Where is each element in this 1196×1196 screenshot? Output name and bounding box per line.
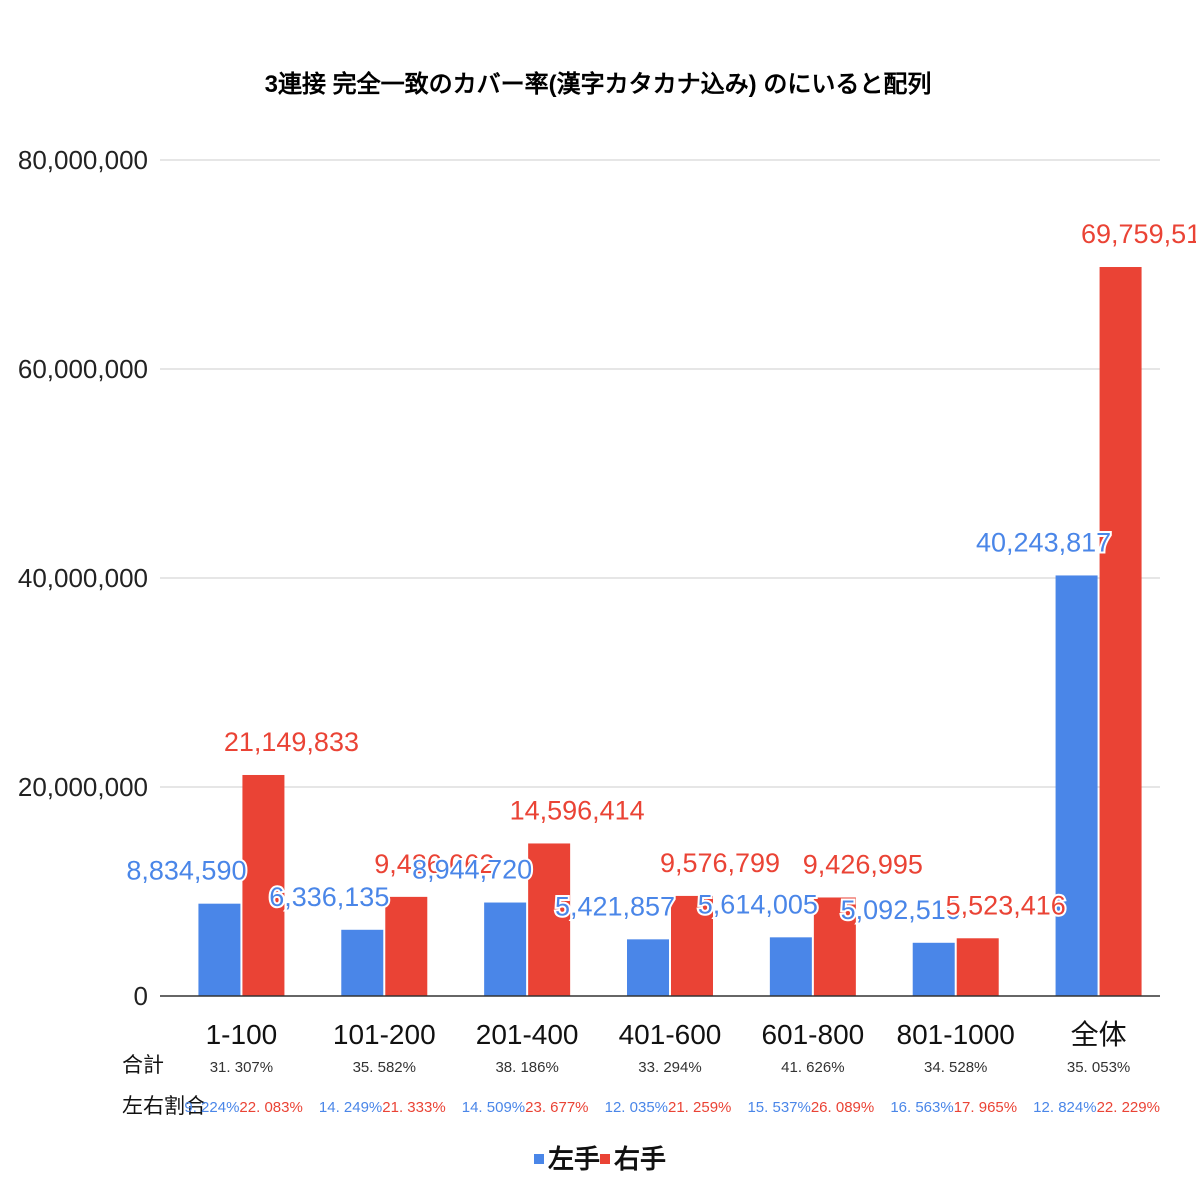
total-percent: 34. 528% bbox=[924, 1059, 987, 1076]
data-label-right: 69,759,519 bbox=[1081, 219, 1196, 249]
bar-right bbox=[813, 897, 856, 996]
y-tick-label: 20,000,000 bbox=[18, 772, 148, 802]
legend-swatch-left bbox=[534, 1154, 544, 1164]
left-percent: 14. 249% bbox=[319, 1099, 382, 1116]
left-percent: 12. 824% bbox=[1033, 1099, 1096, 1116]
y-tick-label: 40,000,000 bbox=[18, 563, 148, 593]
bar-right bbox=[385, 896, 428, 996]
right-percent: 21. 333% bbox=[382, 1099, 445, 1116]
total-percent: 31. 307% bbox=[210, 1059, 273, 1076]
total-percent: 41. 626% bbox=[781, 1059, 844, 1076]
left-percent: 16. 563% bbox=[890, 1099, 953, 1116]
x-tick-label: 601-800 bbox=[761, 1019, 864, 1050]
bar-right bbox=[671, 895, 713, 996]
bar-left bbox=[1055, 575, 1098, 996]
right-percent: 17. 965% bbox=[954, 1099, 1017, 1116]
bar-left bbox=[627, 939, 669, 996]
x-tick-label: 101-200 bbox=[333, 1019, 436, 1050]
bar-right bbox=[242, 774, 285, 996]
right-percent: 21. 259% bbox=[668, 1099, 731, 1116]
legend-swatch-right bbox=[600, 1154, 610, 1164]
total-percent: 35. 582% bbox=[353, 1059, 416, 1076]
right-percent: 22. 229% bbox=[1097, 1099, 1160, 1116]
bar-left bbox=[484, 902, 527, 996]
total-percent: 38. 186% bbox=[495, 1059, 558, 1076]
data-label-left: 8,944,720 bbox=[412, 855, 532, 885]
x-tick-label: 1-100 bbox=[206, 1019, 278, 1050]
bar-right bbox=[528, 843, 571, 996]
bar-right bbox=[1099, 267, 1142, 996]
left-percent: 9. 224% bbox=[184, 1099, 239, 1116]
data-label-left: 6,336,135 bbox=[269, 882, 389, 912]
data-label-right: 9,426,995 bbox=[803, 849, 923, 879]
x-tick-label: 801-1000 bbox=[897, 1019, 1015, 1050]
data-label-right: 9,576,799 bbox=[660, 848, 780, 878]
bar-left bbox=[341, 929, 384, 996]
bar-left bbox=[198, 903, 241, 996]
total-percent: 35. 053% bbox=[1067, 1059, 1130, 1076]
bar-left bbox=[912, 942, 955, 996]
data-label-right: 5,523,416 bbox=[946, 890, 1066, 920]
data-label-left: 5,092,510 bbox=[841, 895, 961, 925]
left-percent: 14. 509% bbox=[462, 1099, 525, 1116]
y-tick-label: 80,000,000 bbox=[18, 145, 148, 175]
left-percent: 15. 537% bbox=[747, 1099, 810, 1116]
right-percent: 22. 083% bbox=[239, 1099, 302, 1116]
bar-right bbox=[956, 938, 999, 996]
data-label-left: 40,243,817 bbox=[976, 527, 1111, 557]
data-label-left: 8,834,590 bbox=[126, 856, 246, 886]
legend-label-right: 右手 bbox=[614, 1144, 666, 1174]
left-percent: 12. 035% bbox=[605, 1099, 668, 1116]
total-percent: 33. 294% bbox=[638, 1059, 701, 1076]
table-row-label-total: 合計 bbox=[122, 1054, 164, 1077]
data-label-right: 14,596,414 bbox=[510, 795, 645, 825]
data-label-right: 9,486,062 bbox=[374, 849, 494, 879]
right-percent: 26. 089% bbox=[811, 1099, 874, 1116]
legend-label-left: 左手 bbox=[548, 1144, 600, 1174]
bar-left bbox=[769, 937, 812, 996]
data-label-right: 21,149,833 bbox=[224, 727, 359, 757]
x-tick-label: 401-600 bbox=[619, 1019, 722, 1050]
data-label-left: 5,614,005 bbox=[698, 889, 818, 919]
y-tick-label: 60,000,000 bbox=[18, 354, 148, 384]
x-tick-label: 全体 bbox=[1071, 1019, 1127, 1050]
chart-title: 3連接 完全一致のカバー率(漢字カタカナ込み) のにいると配列 bbox=[264, 71, 932, 98]
x-tick-label: 201-400 bbox=[476, 1019, 579, 1050]
right-percent: 23. 677% bbox=[525, 1099, 588, 1116]
data-label-left: 5,421,857 bbox=[555, 891, 675, 921]
y-tick-label: 0 bbox=[134, 981, 148, 1011]
table-row-label-ratio: 左右割合 bbox=[122, 1095, 206, 1118]
